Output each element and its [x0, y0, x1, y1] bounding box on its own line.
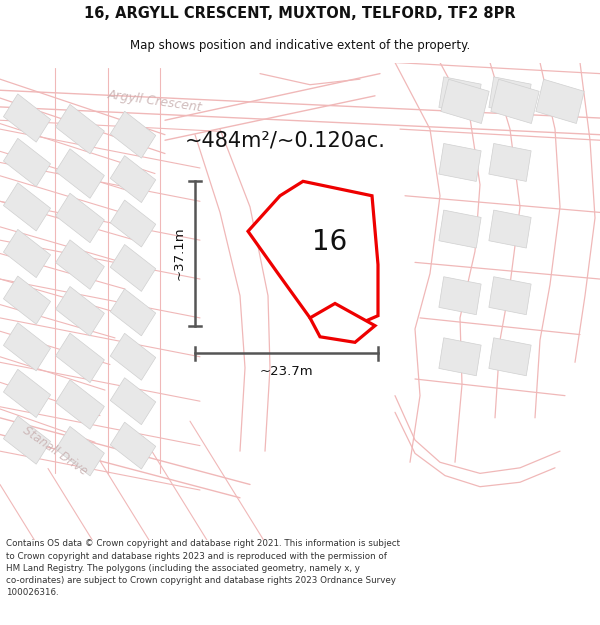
- Text: Argyll Crescent: Argyll Crescent: [107, 88, 203, 114]
- Polygon shape: [489, 210, 531, 248]
- Polygon shape: [4, 322, 50, 371]
- Text: Stanall Drive: Stanall Drive: [20, 424, 90, 478]
- Polygon shape: [4, 276, 50, 324]
- Polygon shape: [110, 244, 156, 291]
- Polygon shape: [110, 333, 156, 380]
- Polygon shape: [4, 416, 50, 464]
- Polygon shape: [56, 426, 104, 476]
- Polygon shape: [491, 79, 539, 124]
- Polygon shape: [4, 369, 50, 418]
- Polygon shape: [489, 144, 531, 181]
- Polygon shape: [4, 94, 50, 142]
- Polygon shape: [110, 378, 156, 424]
- Polygon shape: [4, 182, 50, 231]
- Polygon shape: [439, 277, 481, 314]
- Polygon shape: [4, 229, 50, 278]
- Polygon shape: [56, 193, 104, 242]
- Text: ~484m²/~0.120ac.: ~484m²/~0.120ac.: [185, 130, 386, 150]
- Text: ~37.1m: ~37.1m: [173, 227, 185, 280]
- Polygon shape: [56, 286, 104, 336]
- Polygon shape: [441, 79, 489, 124]
- Polygon shape: [110, 422, 156, 469]
- Polygon shape: [56, 380, 104, 429]
- Polygon shape: [56, 333, 104, 382]
- Polygon shape: [56, 240, 104, 289]
- Polygon shape: [536, 79, 584, 124]
- Polygon shape: [439, 210, 481, 248]
- Polygon shape: [489, 277, 531, 314]
- Text: Map shows position and indicative extent of the property.: Map shows position and indicative extent…: [130, 39, 470, 51]
- Polygon shape: [439, 77, 481, 115]
- Text: 16, ARGYLL CRESCENT, MUXTON, TELFORD, TF2 8PR: 16, ARGYLL CRESCENT, MUXTON, TELFORD, TF…: [84, 6, 516, 21]
- Polygon shape: [110, 200, 156, 247]
- Polygon shape: [56, 149, 104, 198]
- Polygon shape: [489, 338, 531, 376]
- Polygon shape: [489, 77, 531, 115]
- Polygon shape: [110, 156, 156, 202]
- Text: Contains OS data © Crown copyright and database right 2021. This information is : Contains OS data © Crown copyright and d…: [6, 539, 400, 597]
- Polygon shape: [110, 111, 156, 158]
- Polygon shape: [439, 144, 481, 181]
- Polygon shape: [310, 304, 375, 343]
- Polygon shape: [56, 104, 104, 154]
- Text: 16: 16: [313, 228, 347, 256]
- Polygon shape: [248, 181, 378, 326]
- Polygon shape: [4, 138, 50, 186]
- Text: ~23.7m: ~23.7m: [260, 365, 313, 378]
- Polygon shape: [439, 338, 481, 376]
- Polygon shape: [110, 289, 156, 336]
